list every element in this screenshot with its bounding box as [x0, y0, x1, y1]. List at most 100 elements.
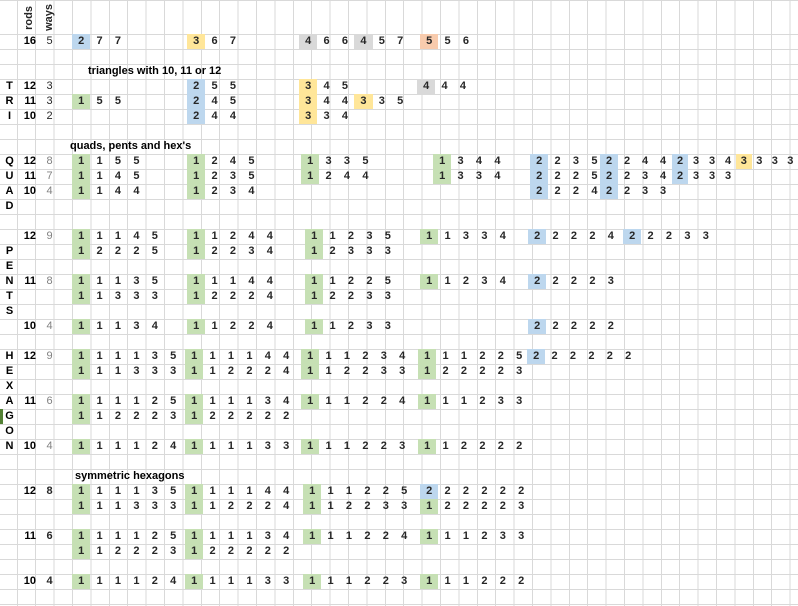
data-cell[interactable]: 3	[678, 229, 696, 244]
data-cell[interactable]: 1	[203, 574, 221, 589]
data-cell[interactable]: 2	[342, 319, 360, 334]
data-cell[interactable]: 2	[356, 439, 374, 454]
data-cell[interactable]: 1	[72, 484, 90, 499]
data-cell[interactable]: 3	[704, 154, 720, 169]
data-cell[interactable]: 2	[548, 154, 566, 169]
rods-value-cell[interactable]: 12	[19, 229, 39, 244]
rods-value-cell[interactable]: 11	[19, 169, 39, 184]
data-cell[interactable]: 1	[185, 574, 203, 589]
data-cell[interactable]: 3	[242, 244, 260, 259]
data-cell[interactable]: 4	[356, 169, 374, 184]
row-label-cell[interactable]: T	[0, 289, 19, 304]
data-cell[interactable]: 3	[187, 34, 205, 49]
data-cell[interactable]: 2	[146, 544, 164, 559]
data-cell[interactable]: 4	[454, 79, 472, 94]
data-cell[interactable]: 2	[205, 244, 223, 259]
data-cell[interactable]: 7	[391, 34, 409, 49]
data-cell[interactable]: 2	[109, 409, 127, 424]
data-cell[interactable]: 2	[600, 154, 618, 169]
section-header-symmetric_hexagons[interactable]: symmetric hexagons	[75, 469, 184, 484]
data-cell[interactable]: 4	[277, 484, 295, 499]
data-cell[interactable]: 1	[109, 439, 127, 454]
data-cell[interactable]: 5	[395, 484, 413, 499]
data-cell[interactable]: 3	[109, 289, 127, 304]
data-cell[interactable]: 1	[455, 349, 473, 364]
rods-value-cell[interactable]: 10	[19, 574, 39, 589]
data-cell[interactable]: 2	[660, 229, 678, 244]
data-cell[interactable]: 5	[438, 34, 456, 49]
data-cell[interactable]: 2	[473, 394, 491, 409]
data-cell[interactable]: 5	[146, 274, 164, 289]
data-cell[interactable]: 1	[301, 169, 319, 184]
data-cell[interactable]: 5	[224, 79, 242, 94]
data-cell[interactable]: 1	[323, 229, 341, 244]
data-cell[interactable]: 4	[336, 109, 354, 124]
data-cell[interactable]: 2	[492, 364, 510, 379]
data-cell[interactable]: 3	[393, 439, 411, 454]
data-cell[interactable]: 2	[438, 484, 456, 499]
data-cell[interactable]: 3	[720, 169, 736, 184]
data-cell[interactable]: 3	[379, 319, 397, 334]
data-cell[interactable]: 2	[457, 484, 475, 499]
data-cell[interactable]: 1	[338, 439, 356, 454]
data-cell[interactable]: 1	[301, 349, 319, 364]
data-cell[interactable]: 2	[222, 409, 240, 424]
data-cell[interactable]: 1	[222, 574, 240, 589]
data-cell[interactable]: 2	[623, 229, 641, 244]
data-cell[interactable]: 2	[527, 349, 545, 364]
data-cell[interactable]: 1	[127, 394, 145, 409]
data-cell[interactable]: 1	[340, 574, 358, 589]
data-cell[interactable]: 2	[546, 229, 564, 244]
data-cell[interactable]: 1	[418, 349, 436, 364]
data-cell[interactable]: 1	[203, 364, 221, 379]
data-cell[interactable]: 1	[90, 184, 108, 199]
data-cell[interactable]: 5	[379, 274, 397, 289]
data-cell[interactable]: 2	[436, 364, 454, 379]
data-cell[interactable]: 1	[203, 349, 221, 364]
data-cell[interactable]: 4	[205, 94, 223, 109]
data-cell[interactable]: 3	[360, 229, 378, 244]
data-cell[interactable]: 4	[494, 274, 512, 289]
row-label-cell[interactable]: H	[0, 349, 19, 364]
data-cell[interactable]: 5	[205, 79, 223, 94]
data-cell[interactable]: 2	[205, 169, 223, 184]
data-cell[interactable]: 4	[277, 394, 295, 409]
data-cell[interactable]: 3	[379, 244, 397, 259]
data-cell[interactable]: 1	[420, 274, 438, 289]
data-cell[interactable]: 1	[303, 499, 321, 514]
data-cell[interactable]: 4	[338, 169, 356, 184]
data-cell[interactable]: 2	[277, 544, 295, 559]
data-cell[interactable]: 1	[305, 244, 323, 259]
data-cell[interactable]: 2	[187, 94, 205, 109]
data-cell[interactable]: 1	[457, 529, 475, 544]
data-cell[interactable]: 3	[127, 364, 145, 379]
data-cell[interactable]: 2	[240, 544, 258, 559]
data-cell[interactable]: 1	[90, 544, 108, 559]
data-cell[interactable]: 1	[340, 529, 358, 544]
data-cell[interactable]: 3	[395, 499, 413, 514]
data-cell[interactable]: 1	[438, 274, 456, 289]
data-cell[interactable]: 3	[224, 184, 242, 199]
data-cell[interactable]: 1	[240, 349, 258, 364]
data-cell[interactable]: 1	[418, 394, 436, 409]
row-label-cell[interactable]: Q	[0, 154, 19, 169]
data-cell[interactable]: 4	[602, 229, 620, 244]
data-cell[interactable]: 2	[259, 364, 277, 379]
data-cell[interactable]: 4	[354, 34, 372, 49]
row-label-cell[interactable]: U	[0, 169, 19, 184]
data-cell[interactable]: 2	[240, 364, 258, 379]
data-cell[interactable]: 2	[438, 499, 456, 514]
data-cell[interactable]: 4	[261, 289, 279, 304]
data-cell[interactable]: 1	[301, 364, 319, 379]
ways-value-cell[interactable]: 9	[40, 349, 59, 364]
data-cell[interactable]: 1	[203, 484, 221, 499]
data-cell[interactable]: 2	[90, 244, 108, 259]
data-cell[interactable]: 2	[205, 154, 223, 169]
data-cell[interactable]: 1	[90, 274, 108, 289]
data-cell[interactable]: 4	[242, 274, 260, 289]
data-cell[interactable]: 1	[187, 289, 205, 304]
data-cell[interactable]: 4	[488, 154, 506, 169]
data-cell[interactable]: 4	[393, 394, 411, 409]
data-cell[interactable]: 4	[164, 439, 182, 454]
row-label-cell[interactable]: A	[0, 184, 19, 199]
